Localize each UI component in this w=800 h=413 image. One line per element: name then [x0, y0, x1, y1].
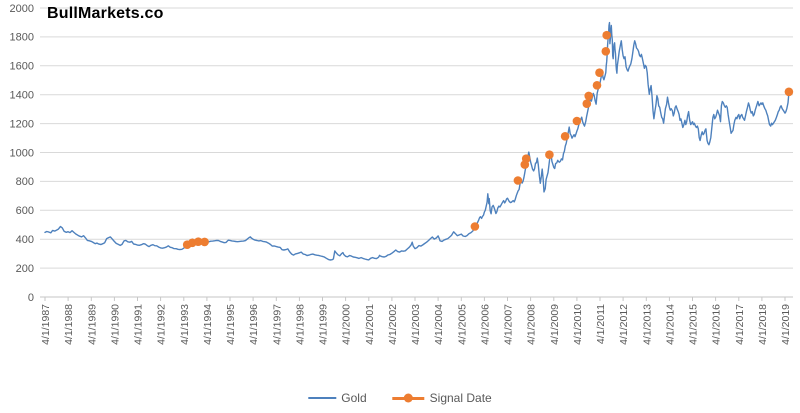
signal-date-marker: [513, 176, 523, 185]
signal-date-marker: [582, 99, 592, 108]
x-axis-tick-label: 4/1/2015: [688, 304, 700, 345]
legend-signal-label: Signal Date: [429, 391, 492, 405]
x-axis-tick-label: 4/1/1992: [156, 304, 168, 345]
signal-date-marker: [595, 68, 604, 77]
x-axis-tick-label: 4/1/1994: [202, 304, 214, 345]
x-axis-tick-label: 4/1/1995: [225, 304, 237, 345]
signal-date-marker: [470, 222, 480, 231]
legend-item-signal-date: Signal Date: [392, 391, 492, 405]
x-axis-tick-label: 4/1/2018: [757, 304, 769, 345]
y-axis-tick-label: 0: [28, 292, 34, 304]
signal-marker-sample-icon: [392, 393, 425, 403]
x-axis-tick-label: 4/1/1990: [109, 304, 121, 345]
x-axis-tick-label: 4/1/1989: [86, 304, 98, 345]
x-axis-tick-label: 4/1/2019: [780, 304, 792, 345]
y-axis-tick-label: 1200: [10, 118, 34, 130]
y-axis-tick-label: 800: [16, 176, 34, 188]
x-axis-tick-label: 4/1/2006: [479, 304, 491, 345]
signal-date-marker: [592, 81, 602, 90]
signal-date-marker: [560, 132, 570, 141]
x-axis-tick-label: 4/1/2003: [410, 304, 422, 345]
y-axis-tick-label: 1000: [10, 147, 34, 159]
signal-date-marker: [584, 91, 593, 101]
x-axis-tick-label: 4/1/2014: [664, 304, 676, 345]
x-axis-tick-label: 4/1/2002: [387, 304, 399, 345]
gold-price-line: [44, 21, 791, 261]
signal-date-marker: [602, 30, 611, 40]
x-axis-tick-label: 4/1/2007: [503, 304, 515, 345]
x-axis-tick-label: 4/1/2005: [456, 304, 468, 345]
x-axis-tick-label: 4/1/2000: [341, 304, 353, 345]
x-axis-tick-label: 4/1/1988: [63, 304, 75, 345]
x-axis-tick-label: 4/1/2004: [433, 304, 445, 345]
x-axis-tick-label: 4/1/1991: [133, 304, 145, 345]
x-axis-tick-label: 4/1/2008: [526, 304, 538, 345]
signal-date-marker: [784, 87, 794, 97]
x-axis-tick-label: 4/1/1998: [294, 304, 306, 345]
x-axis-tick-label: 4/1/2012: [618, 304, 630, 345]
legend-gold-label: Gold: [341, 391, 367, 405]
x-axis-tick-label: 4/1/2011: [595, 304, 607, 344]
legend-item-gold: Gold: [308, 391, 367, 405]
y-axis-tick-label: 1400: [10, 90, 34, 102]
x-axis-tick-label: 4/1/1987: [40, 304, 52, 345]
x-axis-tick-label: 4/1/2010: [572, 304, 584, 345]
y-axis-tick-label: 200: [16, 263, 34, 275]
x-axis-tick-label: 4/1/1993: [179, 304, 191, 345]
x-axis-tick-label: 4/1/2016: [711, 304, 723, 345]
legend: Gold Signal Date: [308, 391, 492, 405]
y-axis-tick-label: 1800: [10, 32, 34, 44]
y-axis-tick-label: 600: [16, 205, 34, 217]
x-axis-tick-label: 4/1/2017: [734, 304, 746, 345]
signal-date-marker: [194, 237, 203, 246]
x-axis-tick-label: 4/1/1999: [318, 304, 330, 345]
x-axis-tick-label: 4/1/1996: [248, 304, 260, 345]
signal-date-marker: [601, 47, 611, 56]
signal-date-marker: [521, 154, 531, 163]
x-axis-tick-label: 4/1/2013: [641, 304, 653, 345]
gold-line-sample-icon: [308, 397, 337, 399]
signal-dot-icon: [404, 393, 414, 403]
signal-date-marker: [200, 237, 209, 247]
signal-date-marker: [572, 116, 582, 126]
y-axis-tick-label: 400: [16, 234, 34, 246]
y-axis-tick-label: 1600: [10, 61, 34, 73]
x-axis-tick-label: 4/1/1997: [271, 304, 283, 345]
chart-title: BullMarkets.co: [47, 5, 164, 22]
x-axis-tick-label: 4/1/2001: [364, 304, 376, 345]
y-axis-tick-label: 2000: [10, 3, 34, 15]
signal-date-marker: [545, 150, 554, 159]
x-axis-tick-label: 4/1/2009: [549, 304, 561, 345]
